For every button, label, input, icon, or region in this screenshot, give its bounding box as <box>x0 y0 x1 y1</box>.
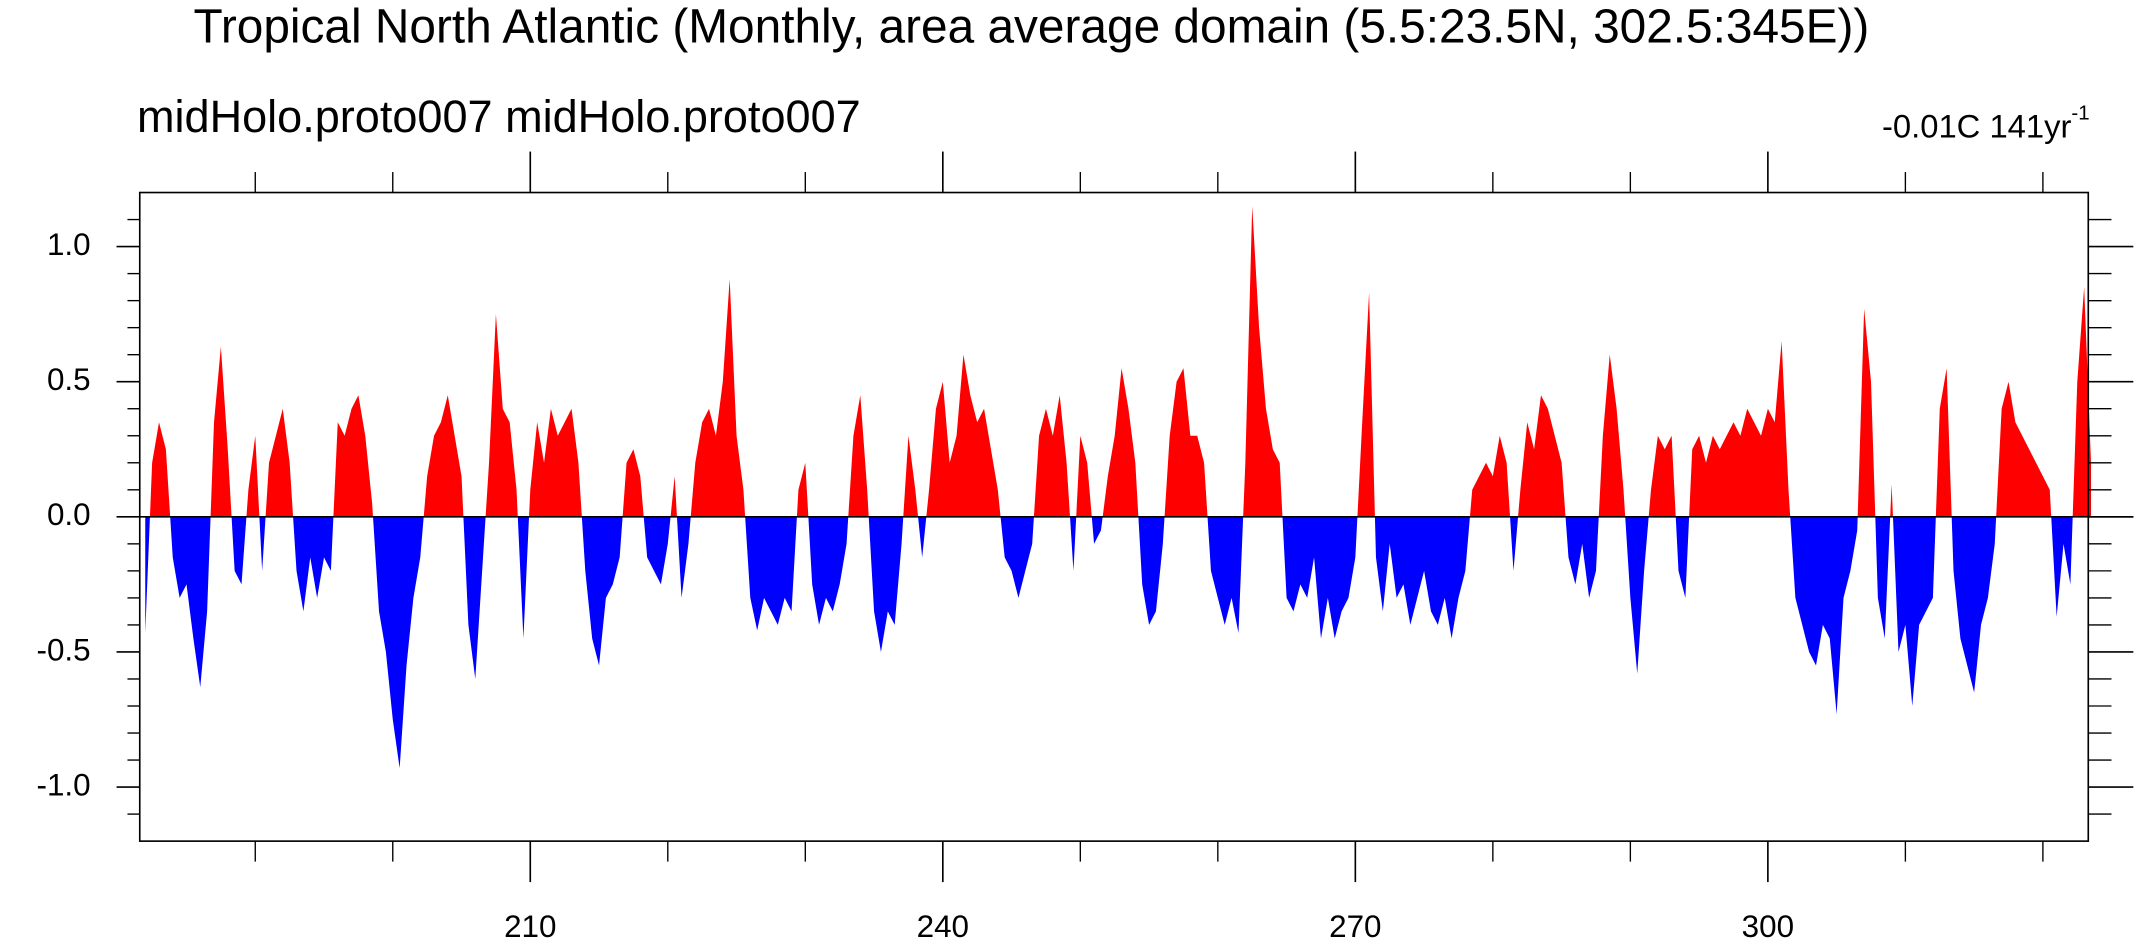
area-negative <box>145 516 2092 769</box>
y-tick-label: 0.0 <box>47 497 91 532</box>
x-tick-label: 210 <box>504 909 556 944</box>
y-tick-label: -0.5 <box>37 632 91 667</box>
x-tick-label: 300 <box>1742 909 1794 944</box>
area-positive <box>145 206 2092 517</box>
chart-title: Tropical North Atlantic (Monthly, area a… <box>193 1 1869 54</box>
x-tick-label: 270 <box>1329 909 1381 944</box>
chart-subtitle: midHolo.proto007 midHolo.proto007 <box>137 91 861 142</box>
x-tick-label: 240 <box>917 909 969 944</box>
y-tick-label: -1.0 <box>37 767 91 802</box>
y-tick-label: 1.0 <box>47 227 91 262</box>
trend-superscript: -1 <box>2071 102 2089 125</box>
y-tick-label: 0.5 <box>47 362 91 397</box>
trend-text: -0.01C 141yr <box>1882 107 2071 144</box>
trend-label: -0.01C 141yr-1 <box>1882 102 2090 144</box>
